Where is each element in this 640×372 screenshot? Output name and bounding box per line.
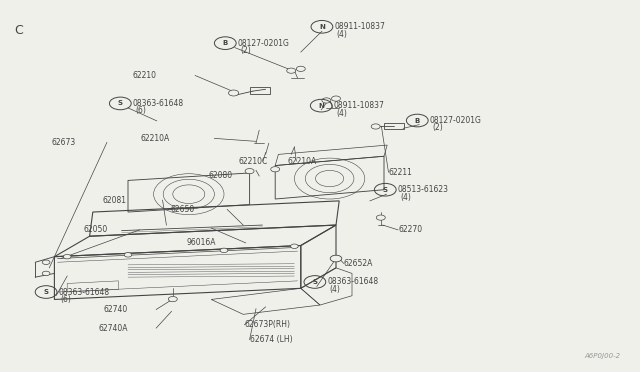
Text: A6P0J00-2: A6P0J00-2 <box>585 353 621 359</box>
Text: 96016A: 96016A <box>187 238 216 247</box>
Text: 08363-61648: 08363-61648 <box>58 288 109 296</box>
Text: 08127-0201G: 08127-0201G <box>429 116 481 125</box>
Text: S: S <box>44 289 49 295</box>
Circle shape <box>332 96 340 101</box>
Text: (2): (2) <box>432 124 443 132</box>
Text: 08127-0201G: 08127-0201G <box>237 39 289 48</box>
Text: (6): (6) <box>135 106 146 115</box>
Circle shape <box>271 167 280 172</box>
Text: 62740: 62740 <box>104 305 128 314</box>
Text: 62210A: 62210A <box>140 134 170 143</box>
Text: 62210: 62210 <box>133 71 157 80</box>
Text: 62740A: 62740A <box>99 324 128 333</box>
Text: N: N <box>318 103 324 109</box>
Text: 08363-61648: 08363-61648 <box>327 278 378 286</box>
Circle shape <box>371 124 380 129</box>
Circle shape <box>124 253 132 257</box>
Text: 62210C: 62210C <box>238 157 268 166</box>
Circle shape <box>220 248 228 253</box>
Circle shape <box>245 169 254 174</box>
Text: (4): (4) <box>337 30 348 39</box>
Text: 62080: 62080 <box>208 171 232 180</box>
Text: 62081: 62081 <box>102 196 127 205</box>
Text: 08363-61648: 08363-61648 <box>132 99 184 108</box>
Circle shape <box>42 260 50 264</box>
Text: 62270: 62270 <box>398 225 422 234</box>
Text: 62050: 62050 <box>83 225 108 234</box>
Circle shape <box>376 215 385 220</box>
Circle shape <box>296 66 305 71</box>
Text: (4): (4) <box>330 285 340 294</box>
Circle shape <box>42 271 50 276</box>
Text: 62673: 62673 <box>51 138 76 147</box>
Text: (2): (2) <box>240 46 251 55</box>
Text: 62210A: 62210A <box>288 157 317 166</box>
Circle shape <box>287 68 296 73</box>
Text: S: S <box>383 187 388 193</box>
Text: 62673P(RH): 62673P(RH) <box>244 320 291 329</box>
Text: 08513-61623: 08513-61623 <box>397 185 449 194</box>
Text: 62650: 62650 <box>171 205 195 214</box>
Circle shape <box>63 254 71 259</box>
Text: 62652A: 62652A <box>344 259 373 268</box>
Text: 62674 (LH): 62674 (LH) <box>250 335 292 344</box>
Circle shape <box>291 244 298 248</box>
Circle shape <box>322 98 331 103</box>
Text: B: B <box>415 118 420 124</box>
Text: B: B <box>223 40 228 46</box>
Text: (4): (4) <box>336 109 347 118</box>
Circle shape <box>168 296 177 302</box>
Circle shape <box>228 90 239 96</box>
Text: (6): (6) <box>61 295 72 304</box>
Text: S: S <box>118 100 123 106</box>
Text: 62211: 62211 <box>388 168 412 177</box>
Text: C: C <box>14 24 23 37</box>
Text: S: S <box>312 279 317 285</box>
Text: (4): (4) <box>400 193 411 202</box>
Text: N: N <box>319 24 325 30</box>
Text: 08911-10837: 08911-10837 <box>333 101 384 110</box>
Text: 08911-10837: 08911-10837 <box>334 22 385 31</box>
Circle shape <box>330 255 342 262</box>
